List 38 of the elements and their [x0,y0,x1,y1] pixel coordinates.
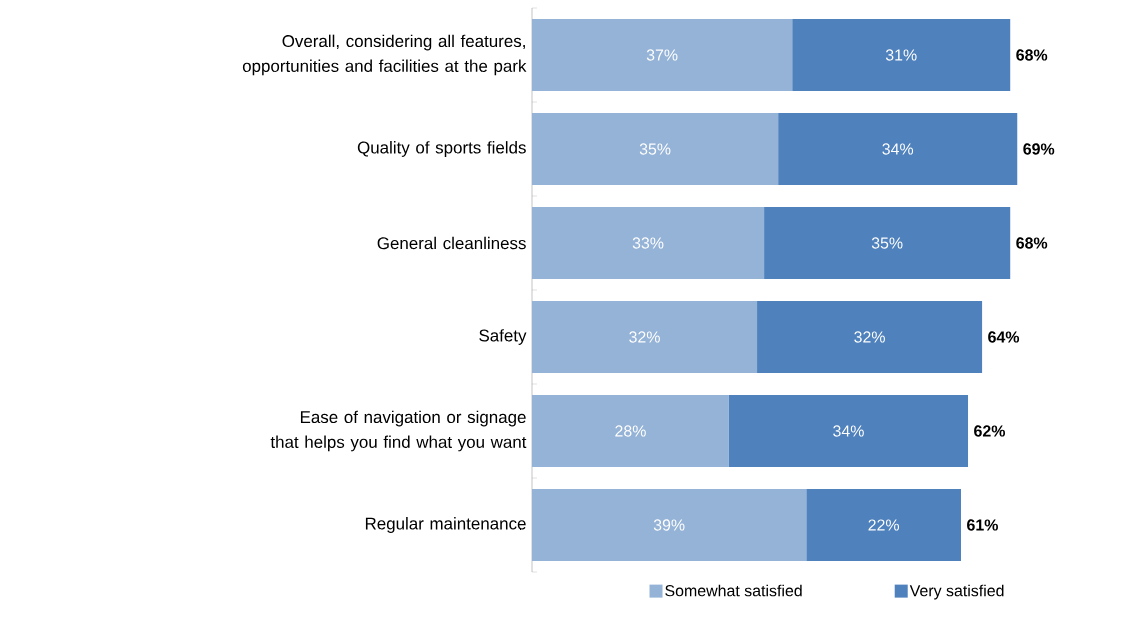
data-label: 31% [885,49,917,61]
data-label: 34% [882,143,914,155]
legend-label: Somewhat satisfied [665,584,802,597]
total-label: 68% [1016,49,1048,61]
bar [806,489,961,562]
data-label: 22% [868,519,900,531]
bar [532,301,758,374]
data-label: 37% [646,49,678,61]
bar [532,113,779,186]
y-tick-label: Ease of navigation or signage that helps you find what you want [270,410,527,452]
data-label: 39% [653,519,685,531]
y-tick-label: General cleanliness [377,236,526,250]
bar [764,207,1011,280]
data-label: 28% [615,425,646,437]
total-label: 64% [988,331,1020,343]
bar [532,19,793,92]
total-label: 69% [1023,143,1055,155]
total-label: 61% [967,519,998,531]
data-label: 32% [854,331,885,343]
y-tick-label: Regular maintenance [365,517,526,533]
data-label: 34% [833,425,864,437]
legend-label: Very satisfied [909,584,1004,600]
bar [532,207,765,280]
y-tick-label: Overall, considering all features, opportunities and facilities at the park [242,34,527,76]
total-label: 62% [974,425,1006,437]
y-tick-label: Quality of sports fields [357,141,526,157]
data-label: 35% [639,143,671,155]
data-label: 35% [871,237,903,249]
total-label: 68% [1016,237,1048,249]
y-tick-label: Safety [479,329,527,345]
data-label: 32% [629,331,660,343]
bar [532,489,807,562]
data-label: 33% [632,237,664,249]
bar [778,113,1018,186]
bar [728,395,969,468]
bar [532,395,729,468]
bar [792,19,1011,92]
bar [757,301,983,374]
